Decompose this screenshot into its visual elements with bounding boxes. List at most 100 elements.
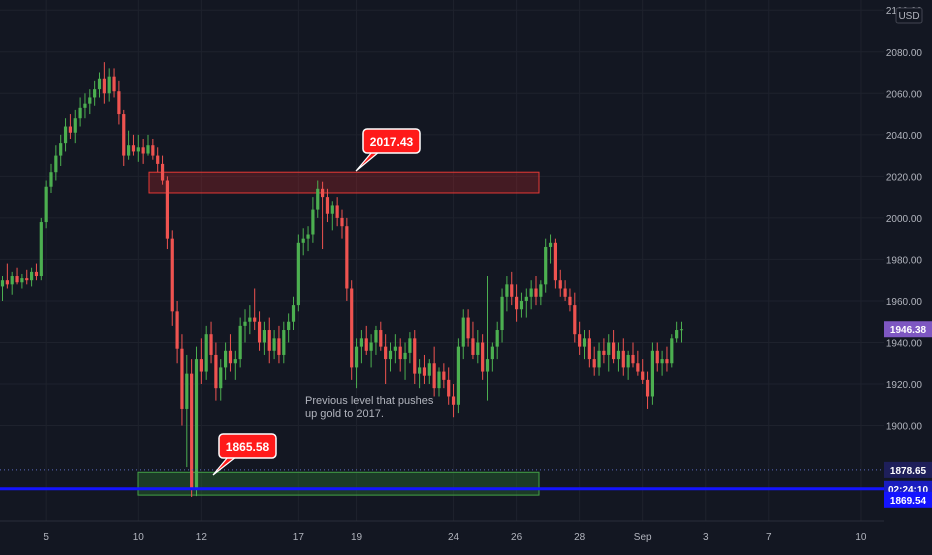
candle-body <box>214 354 218 389</box>
candle-body <box>679 329 684 331</box>
time-tick-labels: 5 10 12 17 19 24 26 28 Sep 3 7 10 <box>43 532 867 543</box>
current-price-tag <box>884 321 932 338</box>
candle-body <box>466 317 470 339</box>
note-annotation[interactable]: Previous level that pushes up gold to 20… <box>305 395 434 420</box>
level-price-label: 1878.65 <box>890 466 927 477</box>
support-price-label: 1869.54 <box>890 496 927 507</box>
candle-body <box>432 363 436 389</box>
note-line-1: Previous level that pushes <box>305 395 434 407</box>
candle-body <box>442 371 446 380</box>
candle-body <box>529 288 533 297</box>
candle-body <box>209 334 213 355</box>
candle-body <box>563 288 567 297</box>
level-price-tag <box>884 461 932 478</box>
candle-body <box>102 78 106 94</box>
time-axis[interactable]: 5 10 12 17 19 24 26 28 Sep 3 7 10 <box>0 520 884 543</box>
candle-body <box>122 114 126 156</box>
candle-body <box>524 296 528 301</box>
time-tick-label: 10 <box>133 532 145 543</box>
candle-body <box>515 296 519 310</box>
candle-body <box>621 350 625 368</box>
candle-body <box>272 338 276 351</box>
candle-body <box>5 280 9 285</box>
candle-body <box>548 242 553 247</box>
candle-body <box>631 354 635 364</box>
candle-body <box>219 367 223 389</box>
time-tick-label: 17 <box>293 532 305 543</box>
candle-body <box>296 242 300 306</box>
candle-body <box>374 330 378 343</box>
currency-box[interactable] <box>895 7 923 24</box>
price-tick-label: 1920.00 <box>886 380 923 391</box>
candle-body <box>238 325 242 360</box>
candle-body <box>243 321 247 326</box>
price-axis[interactable]: 2100.002080.002060.002040.002020.002000.… <box>884 0 932 550</box>
candle-body <box>204 334 208 372</box>
candle-body <box>316 188 320 210</box>
price-tick-label: 1980.00 <box>886 255 923 266</box>
countdown-label: 02:24:10 <box>888 485 928 496</box>
low-callout[interactable]: 1865.58 <box>212 433 277 476</box>
candle-body <box>160 163 165 181</box>
candle-body <box>170 238 174 312</box>
low-callout-label: 1865.58 <box>226 440 270 454</box>
candle-body <box>437 371 441 389</box>
candle-body <box>88 97 92 104</box>
candlesticks <box>0 62 684 498</box>
candle-body <box>597 350 601 368</box>
low-callout-box <box>218 433 277 459</box>
candle-body <box>228 350 233 364</box>
current-price-label: 1946.38 <box>890 325 927 336</box>
high-callout[interactable]: 2017.43 <box>355 128 421 172</box>
candle-body <box>587 338 591 360</box>
time-tick-label: 5 <box>43 532 49 543</box>
time-tick-label: 10 <box>855 532 867 543</box>
candle-body <box>359 338 363 347</box>
support-zone[interactable] <box>137 471 540 496</box>
candle-body <box>117 91 121 115</box>
price-tick-label: 2040.00 <box>886 131 923 142</box>
candle-body <box>78 107 82 119</box>
candle-body <box>93 89 97 98</box>
candle-body <box>257 321 262 343</box>
candle-body <box>165 180 169 239</box>
candle-body <box>553 242 557 281</box>
candle-body <box>505 284 509 297</box>
candle-body <box>224 350 228 368</box>
candle-body <box>379 330 383 347</box>
candle-body <box>253 317 257 322</box>
note-line-2: up gold to 2017. <box>305 408 384 420</box>
candle-body <box>330 205 334 214</box>
candle-body <box>44 186 48 223</box>
candle-body <box>384 346 388 360</box>
candle-body <box>354 346 359 368</box>
candle-body <box>282 330 286 355</box>
candle-body <box>558 280 562 289</box>
candle-body <box>451 396 456 405</box>
candle-body <box>248 317 252 322</box>
candle-body <box>456 346 460 405</box>
candle-body <box>398 346 402 360</box>
candle-body <box>568 296 572 306</box>
candle-body <box>636 363 640 372</box>
candle-body <box>388 350 393 360</box>
candle-body <box>578 334 582 347</box>
candle-body <box>39 222 43 277</box>
candle-body <box>476 342 480 355</box>
price-tick-label: 1960.00 <box>886 297 923 308</box>
candle-body <box>127 145 131 156</box>
candle-body <box>403 352 407 360</box>
price-axis-background <box>884 0 932 550</box>
candle-body <box>30 271 34 281</box>
candle-body <box>97 78 102 90</box>
candle-body <box>112 76 116 92</box>
candle-body <box>490 346 494 360</box>
candle-body <box>325 197 330 214</box>
candle-body <box>602 350 606 355</box>
resistance-zone[interactable] <box>148 171 540 194</box>
candle-body <box>10 276 14 285</box>
candle-body <box>413 338 417 374</box>
candle-body <box>607 342 611 355</box>
